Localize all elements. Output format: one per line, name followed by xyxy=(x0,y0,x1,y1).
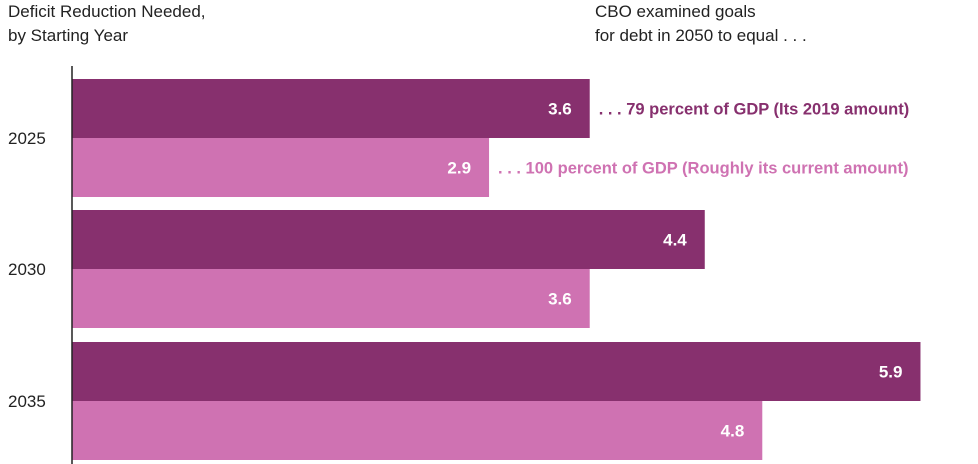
chart-title: Deficit Reduction Needed, by Starting Ye… xyxy=(8,0,206,48)
category-label-2025: 2025 xyxy=(8,129,46,148)
data-label-2025-series-2: 2.9 xyxy=(447,159,471,178)
bar-2030-series-1 xyxy=(72,210,705,269)
legend-label-series-1: . . . 79 percent of GDP (Its 2019 amount… xyxy=(599,101,910,119)
data-label-2030-series-2: 3.6 xyxy=(548,290,572,309)
bar-2030-series-2 xyxy=(72,269,590,328)
bar-2025-series-2 xyxy=(72,138,490,197)
category-label-2030: 2030 xyxy=(8,260,46,279)
bar-2035-series-2 xyxy=(72,401,763,460)
chart-title-line-2: by Starting Year xyxy=(8,26,129,45)
legend-title: CBO examined goals for debt in 2050 to e… xyxy=(595,0,807,48)
category-label-2035: 2035 xyxy=(8,392,46,411)
chart-title-line-1: Deficit Reduction Needed, xyxy=(8,2,206,21)
legend-title-line-2: for debt in 2050 to equal . . . xyxy=(595,26,807,45)
data-label-2025-series-1: 3.6 xyxy=(548,100,572,119)
bar-2025-series-1 xyxy=(72,79,590,138)
data-label-2035-series-2: 4.8 xyxy=(721,422,745,441)
data-label-2035-series-1: 5.9 xyxy=(879,363,903,382)
bar-2035-series-1 xyxy=(72,342,921,401)
data-label-2030-series-1: 4.4 xyxy=(663,231,687,250)
legend-label-series-2: . . . 100 percent of GDP (Roughly its cu… xyxy=(498,160,908,178)
legend-title-line-1: CBO examined goals xyxy=(595,2,756,21)
